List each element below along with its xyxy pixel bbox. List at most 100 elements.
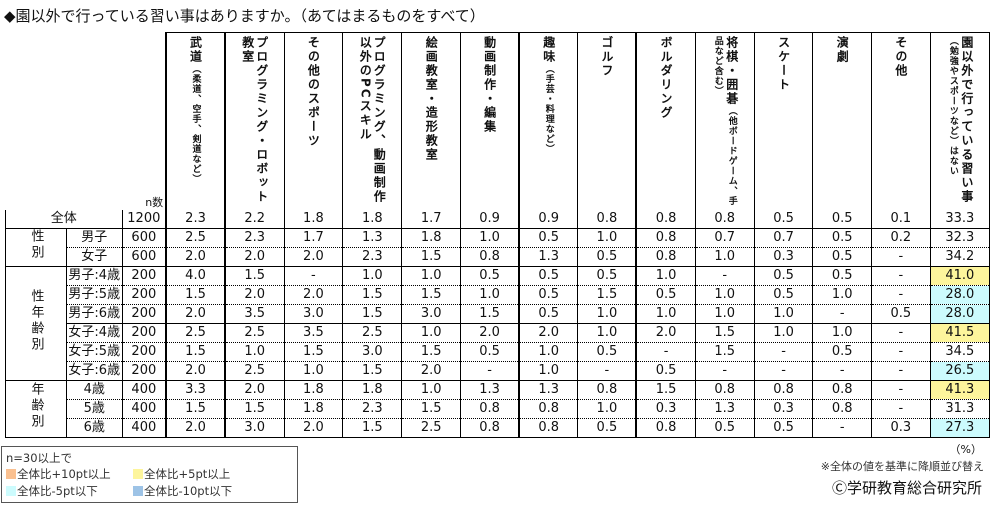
column-header-text: その他 — [894, 36, 908, 206]
value-cell: 1.5 — [342, 285, 403, 305]
value-cell: 0.5 — [812, 210, 873, 229]
value-cell: 41.3 — [929, 380, 990, 400]
value-cell: 0.5 — [577, 418, 637, 438]
corner-cell — [6, 33, 123, 211]
value-cell: 0.5 — [694, 418, 755, 438]
table-row: 性別 男子 600 2.5 2.3 1.7 1.3 1.8 1.0 0.5 1.0 0.8 0.7 0.7… — [5, 228, 990, 267]
value-cell: 2.0 — [223, 285, 285, 305]
value-cell: 31.3 — [929, 399, 990, 419]
value-cell: 2.0 — [165, 361, 226, 381]
value-cell: 2.0 — [223, 380, 285, 400]
legend-swatch — [6, 469, 16, 479]
legend-swatch — [6, 486, 16, 496]
value-cell: 0.5 — [753, 285, 814, 305]
column-header: 動画制作・編集 — [460, 32, 520, 210]
column-header-text: ボルダリング — [659, 36, 673, 206]
value-cell: 0.8 — [518, 418, 579, 438]
value-cell: 0.5 — [635, 285, 696, 305]
value-cell: 41.0 — [929, 266, 990, 286]
value-cell: - — [753, 342, 814, 362]
value-cell: 1.0 — [401, 266, 461, 286]
column-header-text: スケート — [777, 36, 791, 206]
value-cell: 3.0 — [342, 342, 403, 362]
value-cell: 2.0 — [165, 304, 226, 324]
row-label: 男子 — [66, 228, 123, 248]
value-cell: 1.0 — [694, 247, 755, 267]
value-cell: 1.0 — [401, 380, 461, 400]
n-value: 200 — [121, 285, 167, 305]
value-cell: - — [694, 361, 755, 381]
value-cell: 0.5 — [753, 418, 814, 438]
column-header-main: 動画制作・編集 — [482, 36, 497, 134]
value-cell: 1.0 — [812, 323, 873, 343]
column-header-main: 趣味 — [541, 36, 556, 64]
value-cell: 0.8 — [694, 380, 755, 400]
value-cell: 1.5 — [223, 399, 285, 419]
value-cell: - — [577, 361, 637, 381]
value-cell: 0.7 — [694, 228, 755, 248]
legend: n=30以上で 全体比+10pt以上 全体比+5pt以上 全体比-5pt以下 全… — [1, 446, 298, 503]
column-header: 園以外で行っている習い事（勉強やスポーツなど）はない — [929, 32, 990, 210]
column-header-main: 絵画教室・造形教室 — [424, 36, 439, 162]
row-label: 5歳 — [66, 399, 123, 419]
value-cell: 0.8 — [635, 210, 696, 229]
row-label: 全体 — [5, 210, 123, 229]
value-cell: 2.0 — [283, 247, 344, 267]
table-row: 女子:6歳 200 2.0 2.5 1.0 1.5 2.0-1.0-0.5- - - -26.5 — [6, 361, 990, 381]
value-cell: 2.3 — [342, 399, 403, 419]
value-cell: 1.3 — [342, 228, 403, 248]
n-value: 600 — [121, 247, 167, 267]
value-cell: 1.5 — [577, 285, 637, 305]
value-cell: 1.7 — [401, 210, 461, 229]
value-cell: 3.0 — [283, 304, 344, 324]
column-header-main: 園以外で行っている習い事 — [959, 36, 974, 204]
column-header-main: スケート — [776, 36, 791, 92]
value-cell: - — [871, 380, 931, 400]
value-cell: 0.2 — [871, 228, 931, 248]
value-cell: 0.5 — [812, 342, 873, 362]
column-header-sub: （柔道、空手、剣道など） — [190, 64, 201, 184]
table-row: 性年齢別 男子:4歳 200 4.0 1.5-1.0 1.0 0.5 0.5 0.5 1.0-0.… — [5, 266, 990, 381]
value-cell: 1.5 — [342, 304, 403, 324]
column-header-text: 武道（柔道、空手、剣道など） — [189, 36, 203, 206]
value-cell: 1.8 — [283, 399, 344, 419]
value-cell: 0.8 — [518, 399, 579, 419]
value-cell: 1.5 — [694, 342, 755, 362]
header-row: n数 武道（柔道、空手、剣道など） プログラミング・ロボット教室 その他のスポーツ プロ… — [6, 32, 990, 211]
table-row: 全体 1200 2.3 2.2 1.8 1.8 1.7 0.9 0.9 0.8 0.8 0.8 0.5 0… — [5, 210, 990, 229]
column-header: 趣味（手芸・料理など） — [518, 32, 579, 210]
value-cell: 0.3 — [753, 399, 814, 419]
column-header-text: 将棋・囲碁（他ボードゲーム、手品など含む） — [711, 36, 739, 206]
column-header-text: 園以外で行っている習い事（勉強やスポーツなど）はない — [946, 36, 974, 206]
value-cell: 0.8 — [577, 210, 637, 229]
value-cell: 2.5 — [401, 418, 461, 438]
group-cell: 性年齢別 — [5, 266, 67, 381]
value-cell: 0.5 — [812, 266, 873, 286]
n-value: 400 — [121, 399, 167, 419]
value-cell: 1.8 — [283, 380, 344, 400]
value-cell: 0.8 — [635, 228, 696, 248]
value-cell: 1.0 — [577, 304, 637, 324]
table-row: 女子 600 2.0 2.0 2.0 2.3 1.5 0.8 1.3 0.5 0.8 1.0 0.3 0.… — [6, 247, 990, 267]
value-cell: 1.0 — [283, 361, 344, 381]
value-cell: - — [812, 304, 873, 324]
value-cell: 0.5 — [753, 210, 814, 229]
value-cell: 3.3 — [165, 380, 226, 400]
n-header: n数 — [122, 32, 167, 210]
value-cell: 3.5 — [223, 304, 285, 324]
column-header-main: その他のスポーツ — [306, 36, 321, 148]
value-cell: 1.3 — [460, 380, 520, 400]
value-cell: 1.5 — [694, 323, 755, 343]
value-cell: 1.3 — [518, 247, 579, 267]
value-cell: - — [871, 361, 931, 381]
value-cell: - — [871, 399, 931, 419]
value-cell: 0.8 — [753, 380, 814, 400]
row-label: 女子:4歳 — [66, 323, 123, 343]
value-cell: 0.5 — [518, 285, 579, 305]
value-cell: 2.0 — [165, 418, 226, 438]
value-cell: - — [812, 361, 873, 381]
value-cell: 1.0 — [577, 228, 637, 248]
n-value: 200 — [121, 266, 167, 286]
column-header: ボルダリング — [635, 32, 696, 210]
value-cell: 1.0 — [753, 304, 814, 324]
